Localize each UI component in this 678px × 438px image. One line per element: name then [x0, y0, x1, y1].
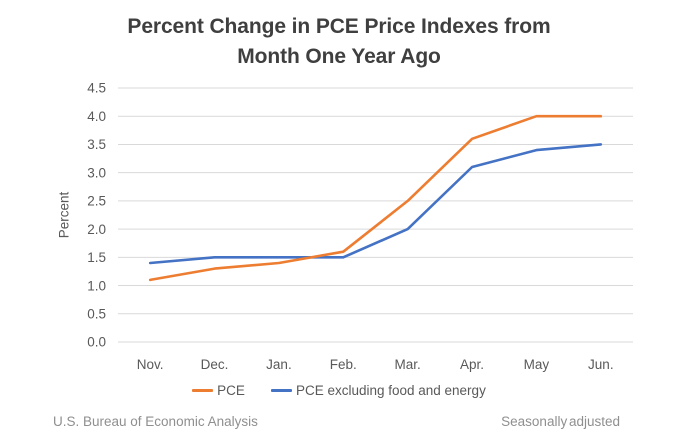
y-tick-label: 3.5 — [87, 137, 106, 152]
pce-series-dash-icon — [192, 389, 214, 392]
core-pce-series-dash-icon — [270, 389, 292, 392]
y-tick-label: 2.5 — [87, 194, 106, 209]
series-line-pce-excluding-food-and-energy — [148, 143, 603, 265]
source-attribution: U.S. Bureau of Economic Analysis — [53, 414, 258, 429]
seasonal-adjustment-note: Seasonally adjusted — [501, 414, 620, 429]
x-tick-label: Feb. — [330, 357, 357, 372]
y-tick-label: 0.0 — [87, 335, 106, 350]
x-tick-label: Nov. — [137, 357, 164, 372]
legend-item-pce: PCE — [192, 383, 245, 398]
series-line-pce — [148, 114, 603, 282]
y-tick-label: 0.5 — [87, 306, 106, 321]
y-tick-label: 4.5 — [87, 81, 106, 96]
y-tick-label: 1.5 — [87, 250, 106, 265]
y-tick-label: 2.0 — [87, 222, 106, 237]
x-tick-label: Jan. — [266, 357, 292, 372]
chart-footer: U.S. Bureau of Economic Analysis Seasona… — [0, 414, 678, 429]
y-tick-label: 4.0 — [87, 109, 106, 124]
y-tick-label: 3.0 — [87, 165, 106, 180]
legend-item-core-pce: PCE excluding food and energy — [270, 383, 486, 398]
x-tick-label: Jun. — [588, 357, 614, 372]
x-tick-label: Mar. — [395, 357, 421, 372]
x-tick-label: Dec. — [201, 357, 229, 372]
legend-label-pce: PCE — [217, 383, 245, 398]
chart-title: Percent Change in PCE Price Indexes from… — [127, 15, 551, 68]
chart-legend: PCE PCE excluding food and energy — [0, 383, 678, 398]
x-tick-label: Apr. — [460, 357, 484, 372]
legend-label-core-pce: PCE excluding food and energy — [295, 383, 486, 398]
y-tick-label: 1.0 — [87, 278, 106, 293]
x-tick-label: May — [524, 357, 550, 372]
